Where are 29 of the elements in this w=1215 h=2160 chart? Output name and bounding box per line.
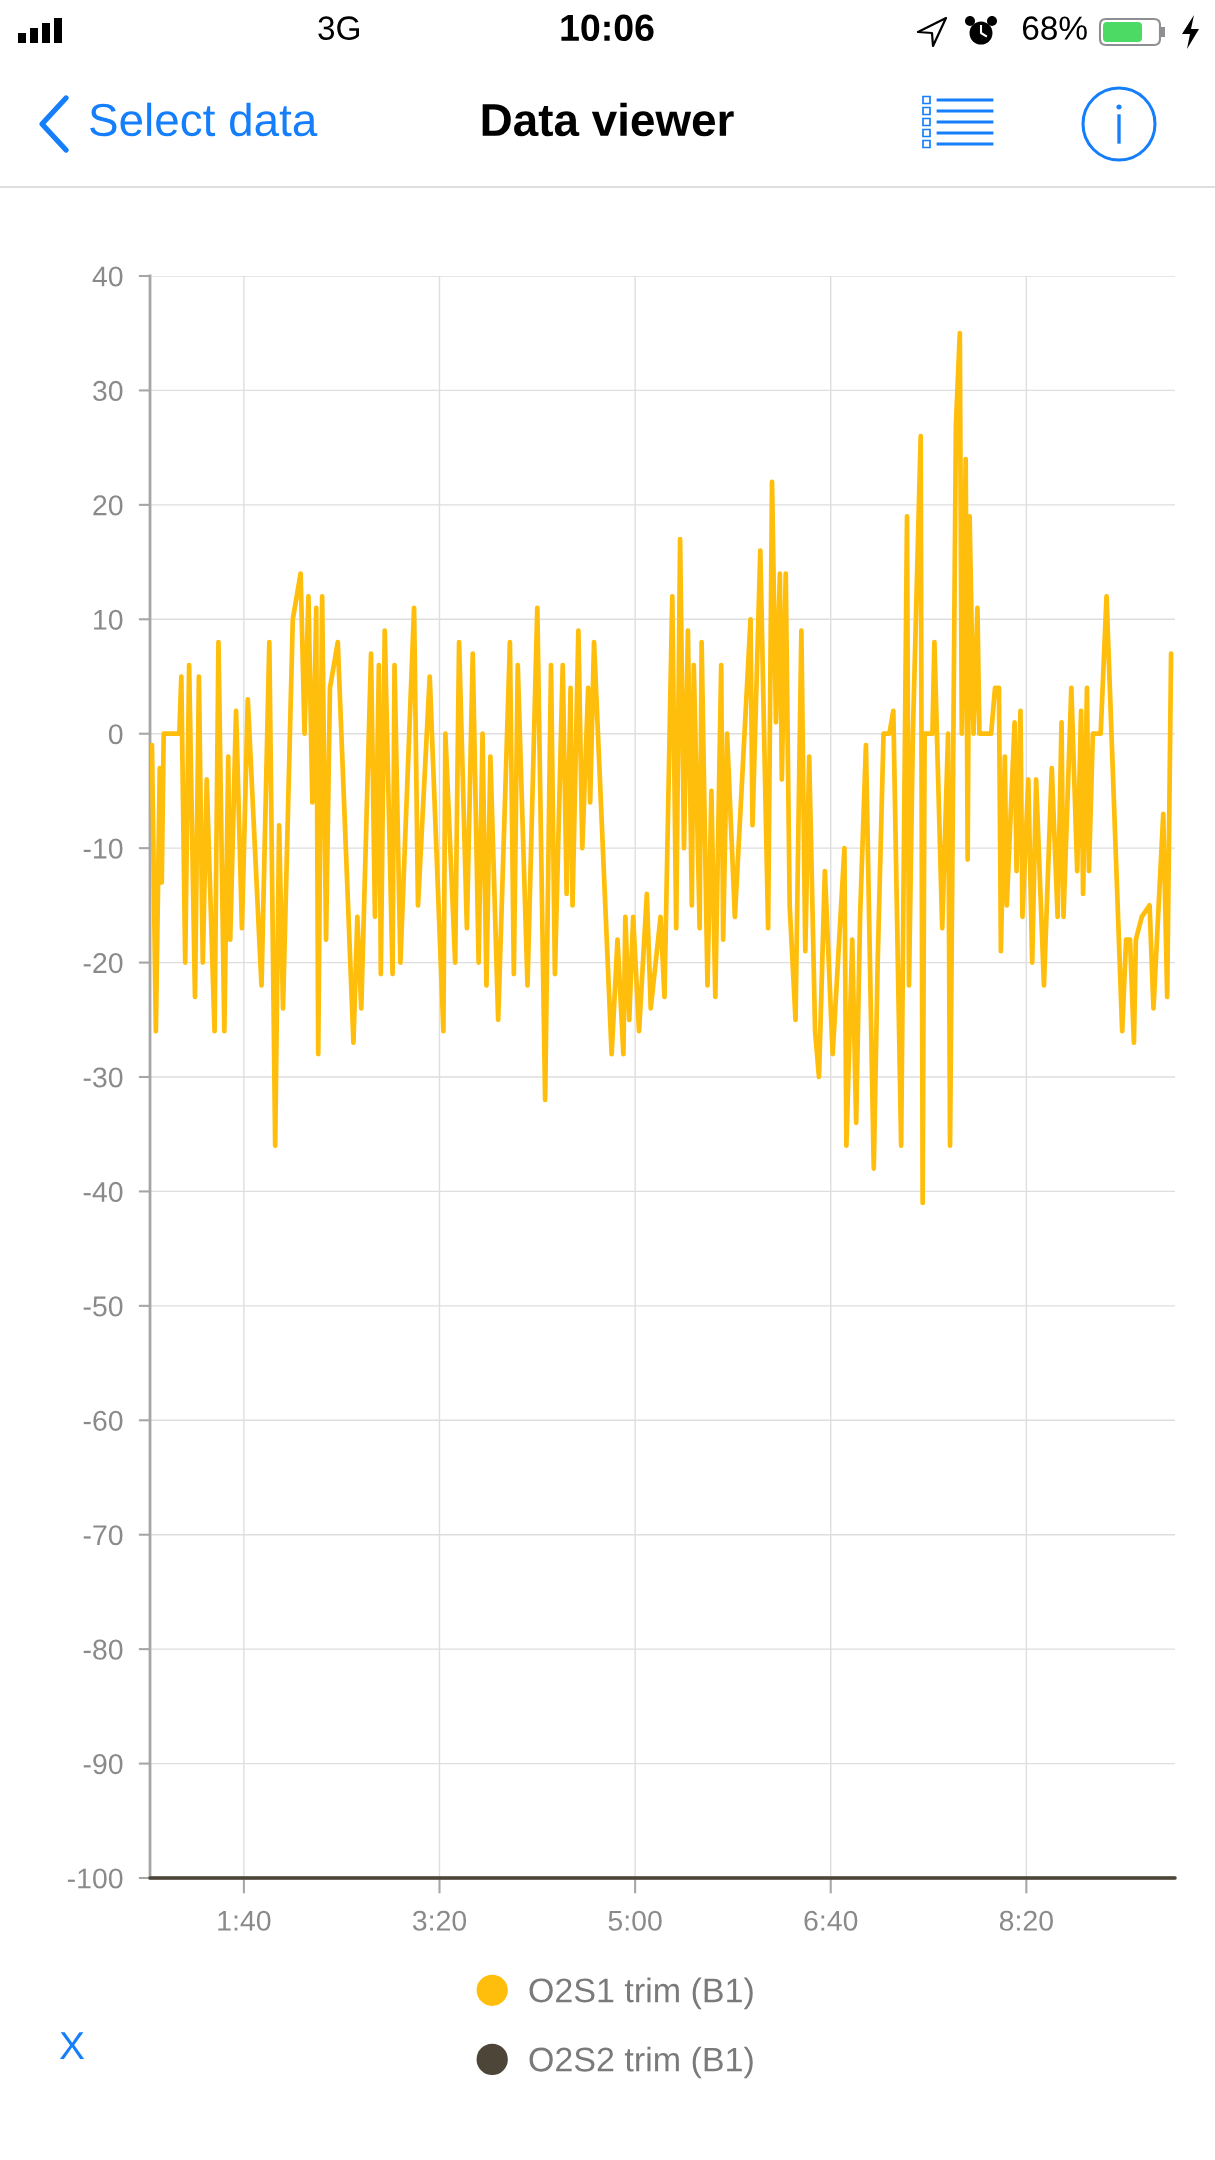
- y-tick-label: -80: [83, 1639, 123, 1660]
- x-tick-label: 5:00: [608, 1910, 662, 1931]
- y-tick-label: -70: [83, 1525, 123, 1546]
- text: X: [59, 2032, 85, 2060]
- x-tick-label: 3:20: [412, 1910, 467, 1931]
- y-tick-label: -50: [83, 1296, 123, 1317]
- y-tick-label: -10: [83, 838, 123, 859]
- y-tick-label: -60: [83, 1410, 123, 1431]
- text: 3G: [318, 16, 359, 40]
- line-series: [150, 330, 1174, 1206]
- y-tick-label: -40: [83, 1181, 123, 1203]
- x-tick-label: 6:40: [804, 1910, 858, 1931]
- y-tick-label: 0: [108, 724, 123, 745]
- legend-label: O2S1 trim (B1): [529, 1977, 753, 2010]
- legend-label: O2S2 trim (B1): [529, 2046, 753, 2079]
- y-tick-label: 20: [93, 495, 123, 516]
- y-tick-label: 10: [94, 609, 123, 630]
- y-tick-label: -20: [83, 953, 123, 974]
- y-tick-label: 40: [92, 266, 123, 287]
- y-tick-label: -30: [83, 1067, 123, 1088]
- y-tick-label: -100: [67, 1868, 123, 1889]
- text: 68%: [1022, 16, 1087, 40]
- y-tick-label: -90: [83, 1754, 123, 1775]
- y-tick-label: 30: [93, 380, 123, 402]
- x-tick-label: 1:40: [218, 1910, 271, 1931]
- text: Select data: [90, 102, 318, 137]
- x-tick-label: 8:20: [999, 1910, 1053, 1931]
- text: 10:06: [561, 14, 654, 42]
- chart-title: Data viewer: [482, 102, 734, 137]
